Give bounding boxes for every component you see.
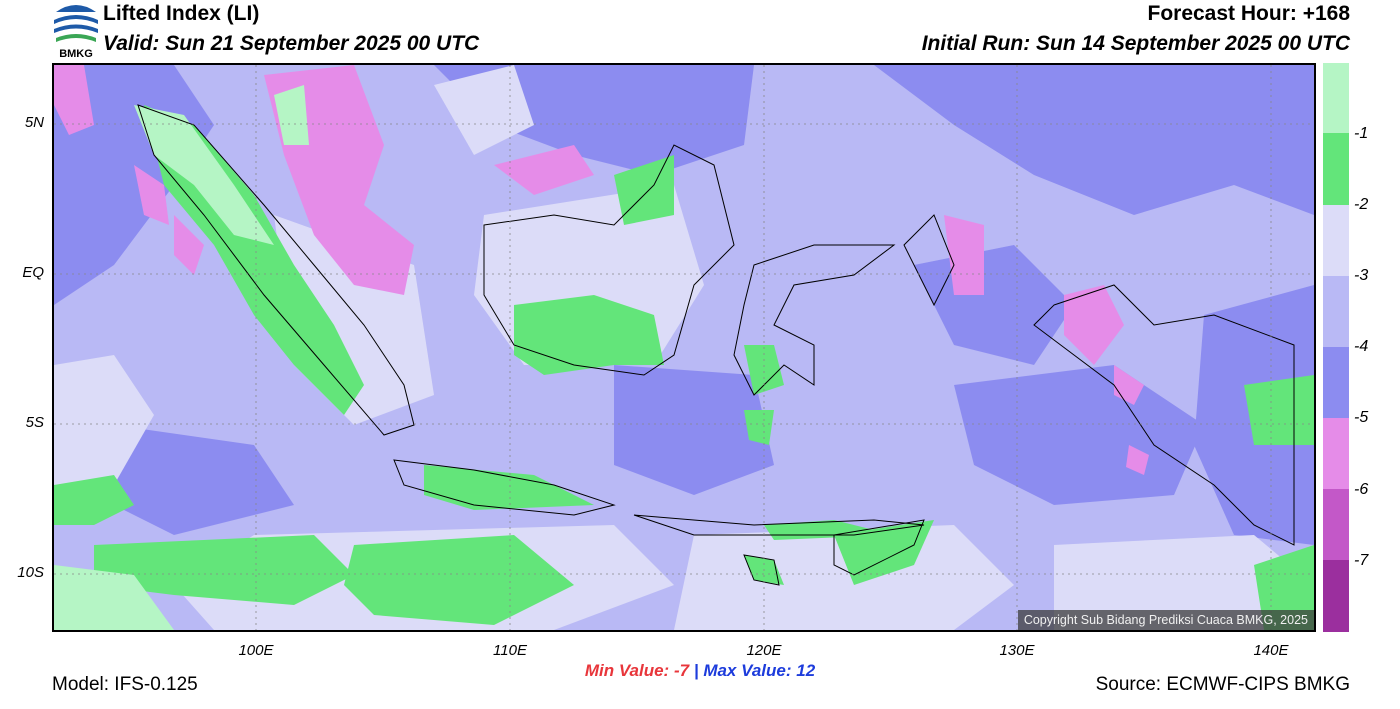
bmkg-logo [52,0,100,62]
model-name: Model: IFS-0.125 [52,674,198,695]
min-max-values: Min Value: -7 | Max Value: 12 [0,661,1400,681]
lifted-index-map [52,63,1316,632]
colorbar-label: -4 [1354,338,1369,355]
graticule [54,65,1314,630]
max-label: Max Value: [703,661,792,680]
lon-label-130e: 130E [999,642,1035,659]
colorbar-label: -6 [1354,481,1369,498]
colorbar-seg-3 [1323,276,1349,347]
lat-label-eq: EQ [22,264,44,281]
colorbar-label: -1 [1354,125,1369,142]
colorbar-label: -7 [1354,552,1369,569]
max-value: 12 [796,661,816,680]
colorbar-label: -5 [1354,409,1369,426]
forecast-hour: Forecast Hour: +168 [1147,2,1351,25]
min-label: Min Value: [584,661,670,680]
li-minus4-regions [54,65,1314,545]
initial-run: Initial Run: Sun 14 September 2025 00 UT… [921,32,1350,55]
map-canvas [54,65,1314,630]
colorbar [1323,63,1349,632]
colorbar-label: -2 [1354,196,1369,213]
colorbar-seg-7 [1323,560,1349,632]
li-minus1-pale-regions [54,85,309,630]
valid-time: Valid: Sun 21 September 2025 00 UTC [103,32,480,55]
min-value: -7 [673,661,690,680]
logo-label: BMKG [59,48,93,60]
coastlines [137,104,1295,586]
colorbar-seg-1 [1323,133,1349,205]
lat-label-10s: 10S [17,564,44,581]
lon-label-110e: 110E [493,642,527,659]
lon-label-140e: 140E [1253,642,1289,659]
colorbar-seg-4 [1323,347,1349,418]
colorbar-seg-2 [1323,205,1349,276]
lat-label-5n: 5N [24,114,44,131]
colorbar-seg-6 [1323,489,1349,560]
lon-label-120e: 120E [746,642,782,659]
lon-label-100e: 100E [238,642,274,659]
lat-label-5s: 5S [25,414,44,431]
copyright-notice: Copyright Sub Bidang Prediksi Cuaca BMKG… [1017,610,1314,630]
min-max-separator: | [693,661,699,680]
colorbar-seg-0 [1323,63,1349,133]
data-source: Source: ECMWF-CIPS BMKG [1095,674,1350,695]
chart-title: Lifted Index (LI) [103,2,260,25]
colorbar-label: -3 [1354,267,1369,284]
colorbar-seg-5 [1323,418,1349,489]
